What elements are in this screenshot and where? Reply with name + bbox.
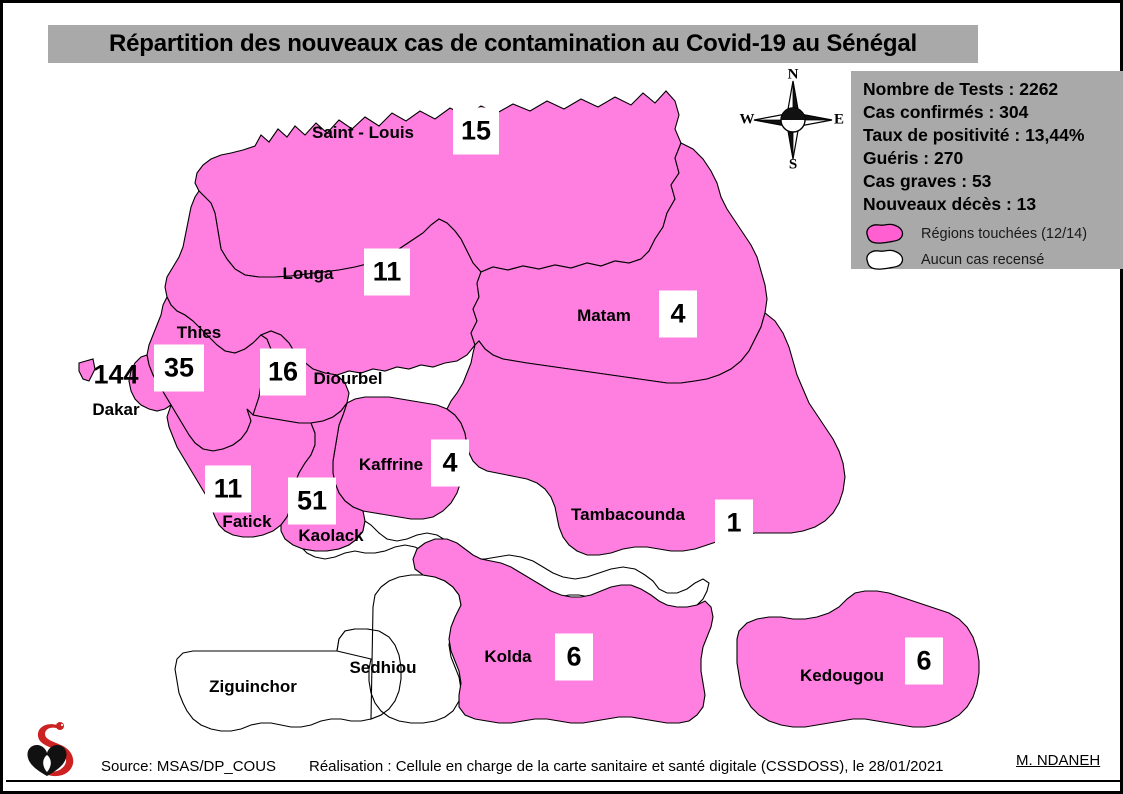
- map-svg: [78, 90, 980, 732]
- compass-rose-icon: [753, 80, 833, 160]
- stat-taux-de-positivite: Taux de positivité : 13,44%: [863, 125, 1085, 146]
- case-count-kaffrine: 4: [431, 439, 469, 487]
- region-label-kedougou: Kedougou: [799, 666, 885, 685]
- stat-nombre-de-tests: Nombre de Tests : 2262: [863, 79, 1059, 99]
- statistics-legend-panel: Nombre de Tests : 2262 Cas confirmés : 3…: [851, 71, 1123, 272]
- region-label-saint-louis: Saint - Louis: [312, 123, 414, 142]
- case-count-dakar: 144: [93, 359, 139, 390]
- region-label-diourbel: Diourbel: [313, 369, 383, 388]
- footer-realisation: Réalisation : Cellule en charge de la ca…: [309, 758, 944, 775]
- region-label-dakar: Dakar: [92, 400, 140, 419]
- region-label-fatick: Fatick: [222, 512, 272, 531]
- compass-north-label: N: [787, 66, 799, 83]
- page-title-band: Répartition des nouveaux cas de contamin…: [48, 25, 978, 63]
- stat-nouveaux-deces: Nouveaux décès : 13: [863, 194, 1037, 215]
- case-count-fatick: 11: [205, 465, 251, 513]
- region-tambacounda[interactable]: [446, 312, 846, 556]
- region-label-matam: Matam: [577, 306, 631, 325]
- region-label-louga: Louga: [282, 264, 334, 283]
- compass-rose: N W E S: [738, 66, 848, 173]
- region-label-sedhiou: Sedhiou: [349, 658, 417, 677]
- case-count-thies: 35: [154, 344, 204, 392]
- ministry-health-logo: [17, 719, 89, 781]
- legend-key-affected: Régions touchées (12/14): [863, 222, 1123, 246]
- compass-east-label: E: [833, 111, 845, 128]
- blob-swatch-pink-icon: [866, 223, 904, 244]
- case-count-kaolack: 51: [288, 477, 336, 525]
- stat-cas-graves: Cas graves : 53: [863, 171, 992, 192]
- case-count-saint-louis: 15: [453, 107, 499, 155]
- region-label-ziguinchor: Ziguinchor: [209, 677, 297, 696]
- region-label-tambacounda: Tambacounda: [571, 505, 685, 524]
- case-count-tambacounda: 1: [715, 499, 753, 547]
- legend-key-affected-label: Régions touchées (12/14): [921, 225, 1088, 242]
- case-count-kolda: 6: [555, 633, 593, 681]
- footer-divider: [6, 780, 1123, 782]
- region-label-kolda: Kolda: [484, 647, 532, 666]
- footer-author: M. NDANEH: [1016, 752, 1101, 769]
- compass-south-label: S: [788, 156, 798, 173]
- caduceus-snake-heart-icon: [27, 722, 74, 777]
- legend-key-nocase: Aucun cas recensé: [863, 248, 1123, 272]
- senegal-map: Saint - Louis Louga Matam Thies Dakar Di…: [3, 63, 1120, 743]
- blob-swatch-white-icon: [866, 249, 904, 270]
- case-count-diourbel: 16: [260, 348, 306, 396]
- case-count-matam: 4: [659, 290, 697, 338]
- legend-key-nocase-label: Aucun cas recensé: [921, 251, 1045, 268]
- region-label-kaffrine: Kaffrine: [358, 455, 424, 474]
- region-kedougou[interactable]: [736, 590, 980, 728]
- region-label-kaolack: Kaolack: [298, 526, 364, 545]
- stat-gueris: Guéris : 270: [863, 148, 964, 169]
- case-count-louga: 11: [364, 248, 410, 296]
- page-title: Répartition des nouveaux cas de contamin…: [109, 30, 917, 57]
- region-dakar-peninsula[interactable]: [78, 358, 96, 382]
- region-label-thies: Thies: [176, 323, 222, 342]
- region-kolda[interactable]: [412, 538, 714, 724]
- stat-cas-confirmes: Cas confirmés : 304: [863, 102, 1029, 123]
- compass-west-label: W: [739, 111, 755, 128]
- footer-source: Source: MSAS/DP_COUS: [101, 758, 277, 775]
- case-count-kedougou: 6: [905, 637, 943, 685]
